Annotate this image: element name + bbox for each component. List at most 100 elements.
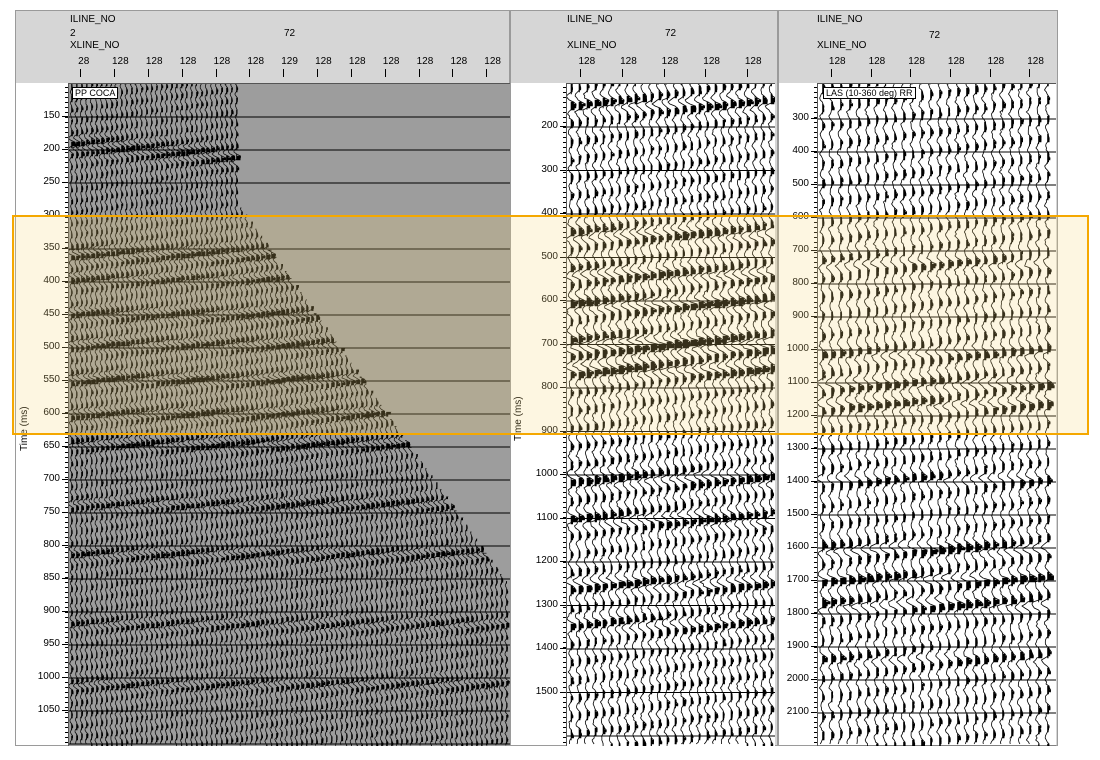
- time-minor-tick: [65, 552, 68, 553]
- time-minor-tick: [65, 692, 68, 693]
- time-minor-tick: [65, 202, 68, 203]
- xline-label: XLINE_NO: [567, 40, 617, 51]
- time-minor-tick: [563, 277, 566, 278]
- trace-fill: [141, 87, 146, 745]
- time-minor-tick: [563, 592, 566, 593]
- time-minor-tick: [65, 217, 68, 218]
- time-minor-tick: [814, 522, 817, 523]
- time-minor-tick: [65, 597, 68, 598]
- time-tick-mark: [560, 561, 566, 562]
- trace-fill: [156, 85, 161, 743]
- wiggle-trace: [730, 84, 747, 745]
- trace-fill: [271, 251, 277, 746]
- trace-fill: [876, 84, 883, 746]
- trace-fill: [346, 357, 351, 746]
- time-minor-tick: [563, 397, 566, 398]
- seismic-panel-las: ILINE_NO 72 XLINE_NO 128 128 128 128 128 128 …: [778, 10, 1058, 746]
- time-minor-tick: [65, 372, 68, 373]
- time-minor-tick: [563, 567, 566, 568]
- time-minor-tick: [814, 397, 817, 398]
- time-minor-tick: [814, 512, 817, 513]
- xline-tick-label: 128: [179, 56, 197, 67]
- trace-fill: [1038, 84, 1046, 746]
- time-minor-tick: [814, 717, 817, 718]
- xline-tick-label: 128: [578, 56, 596, 67]
- time-minor-tick: [814, 687, 817, 688]
- time-minor-tick: [563, 662, 566, 663]
- time-minor-tick: [814, 207, 817, 208]
- time-tick-label: 700: [792, 244, 809, 255]
- time-minor-tick: [65, 187, 68, 188]
- time-minor-tick: [563, 577, 566, 578]
- trace-fill: [1029, 84, 1038, 735]
- trace-fill: [351, 368, 356, 746]
- wiggle-trace: [452, 510, 460, 746]
- time-minor-tick: [563, 102, 566, 103]
- time-minor-tick: [563, 237, 566, 238]
- y-axis-label: Time (ms): [19, 406, 30, 451]
- time-axis: 200 300 400 500 600 700 800 900 1000 1100 1200 1300…: [511, 83, 566, 745]
- xline-tick-mark: [283, 69, 285, 77]
- time-minor-tick: [563, 742, 566, 743]
- seismic-traces: [566, 83, 775, 746]
- xline-tick-mark: [949, 69, 951, 77]
- xline-tick-label: 128: [315, 56, 332, 67]
- time-minor-tick: [65, 287, 68, 288]
- xline-tick-mark: [418, 69, 420, 77]
- time-minor-tick: [814, 242, 817, 243]
- trace-fill: [840, 84, 847, 741]
- time-minor-tick: [814, 267, 817, 268]
- time-minor-tick: [563, 302, 566, 303]
- time-tick-mark: [62, 380, 68, 381]
- wiggle-trace: [878, 84, 893, 745]
- time-tick-label: 2000: [786, 673, 809, 684]
- xline-tick-mark: [384, 69, 386, 77]
- time-minor-tick: [65, 102, 68, 103]
- xline-tick-label: 128: [450, 56, 468, 67]
- wiggle-trace: [950, 84, 966, 745]
- time-minor-tick: [814, 577, 817, 578]
- time-tick-mark: [62, 710, 68, 711]
- time-minor-tick: [814, 227, 817, 228]
- time-minor-tick: [65, 447, 68, 448]
- time-minor-tick: [65, 412, 68, 413]
- time-minor-tick: [65, 682, 68, 683]
- time-minor-tick: [563, 197, 566, 198]
- time-minor-tick: [563, 357, 566, 358]
- time-minor-tick: [814, 157, 817, 158]
- wiggle-trace: [651, 84, 667, 745]
- time-minor-tick: [814, 427, 817, 428]
- seismic-panel-pp: ILINE_NO 2 72 XLINE_NO 28 128 128 128 128 128…: [15, 10, 510, 746]
- time-minor-tick: [563, 512, 566, 513]
- time-minor-tick: [65, 657, 68, 658]
- time-minor-tick: [814, 392, 817, 393]
- trace-fill: [894, 93, 902, 746]
- time-minor-tick: [65, 557, 68, 558]
- time-minor-tick: [65, 677, 68, 678]
- time-minor-tick: [814, 562, 817, 563]
- time-minor-tick: [814, 592, 817, 593]
- seismic-traces: [68, 83, 510, 746]
- time-minor-tick: [65, 652, 68, 653]
- seismic-traces: [817, 83, 1056, 746]
- wiggle-trace: [618, 84, 635, 745]
- time-tick-mark: [560, 213, 566, 214]
- wiggle-trace: [833, 84, 848, 745]
- time-minor-tick: [65, 132, 68, 133]
- xline-tick-mark: [746, 69, 748, 77]
- time-minor-tick: [563, 537, 566, 538]
- time-minor-tick: [65, 617, 68, 618]
- wiggle-trace: [602, 84, 620, 745]
- wiggle-trace: [1039, 84, 1055, 745]
- time-minor-tick: [814, 712, 817, 713]
- trace-fill: [176, 84, 181, 746]
- trace-fill: [993, 84, 1000, 741]
- xline-tick-label: 128: [416, 56, 434, 67]
- time-minor-tick: [563, 692, 566, 693]
- xline-tick-mark: [705, 69, 707, 77]
- panel-header: ILINE_NO 72 XLINE_NO 128 128 128 128 128: [511, 11, 777, 83]
- trace-fill: [491, 559, 495, 745]
- time-minor-tick: [814, 117, 817, 118]
- time-minor-tick: [563, 267, 566, 268]
- time-tick-mark: [62, 545, 68, 546]
